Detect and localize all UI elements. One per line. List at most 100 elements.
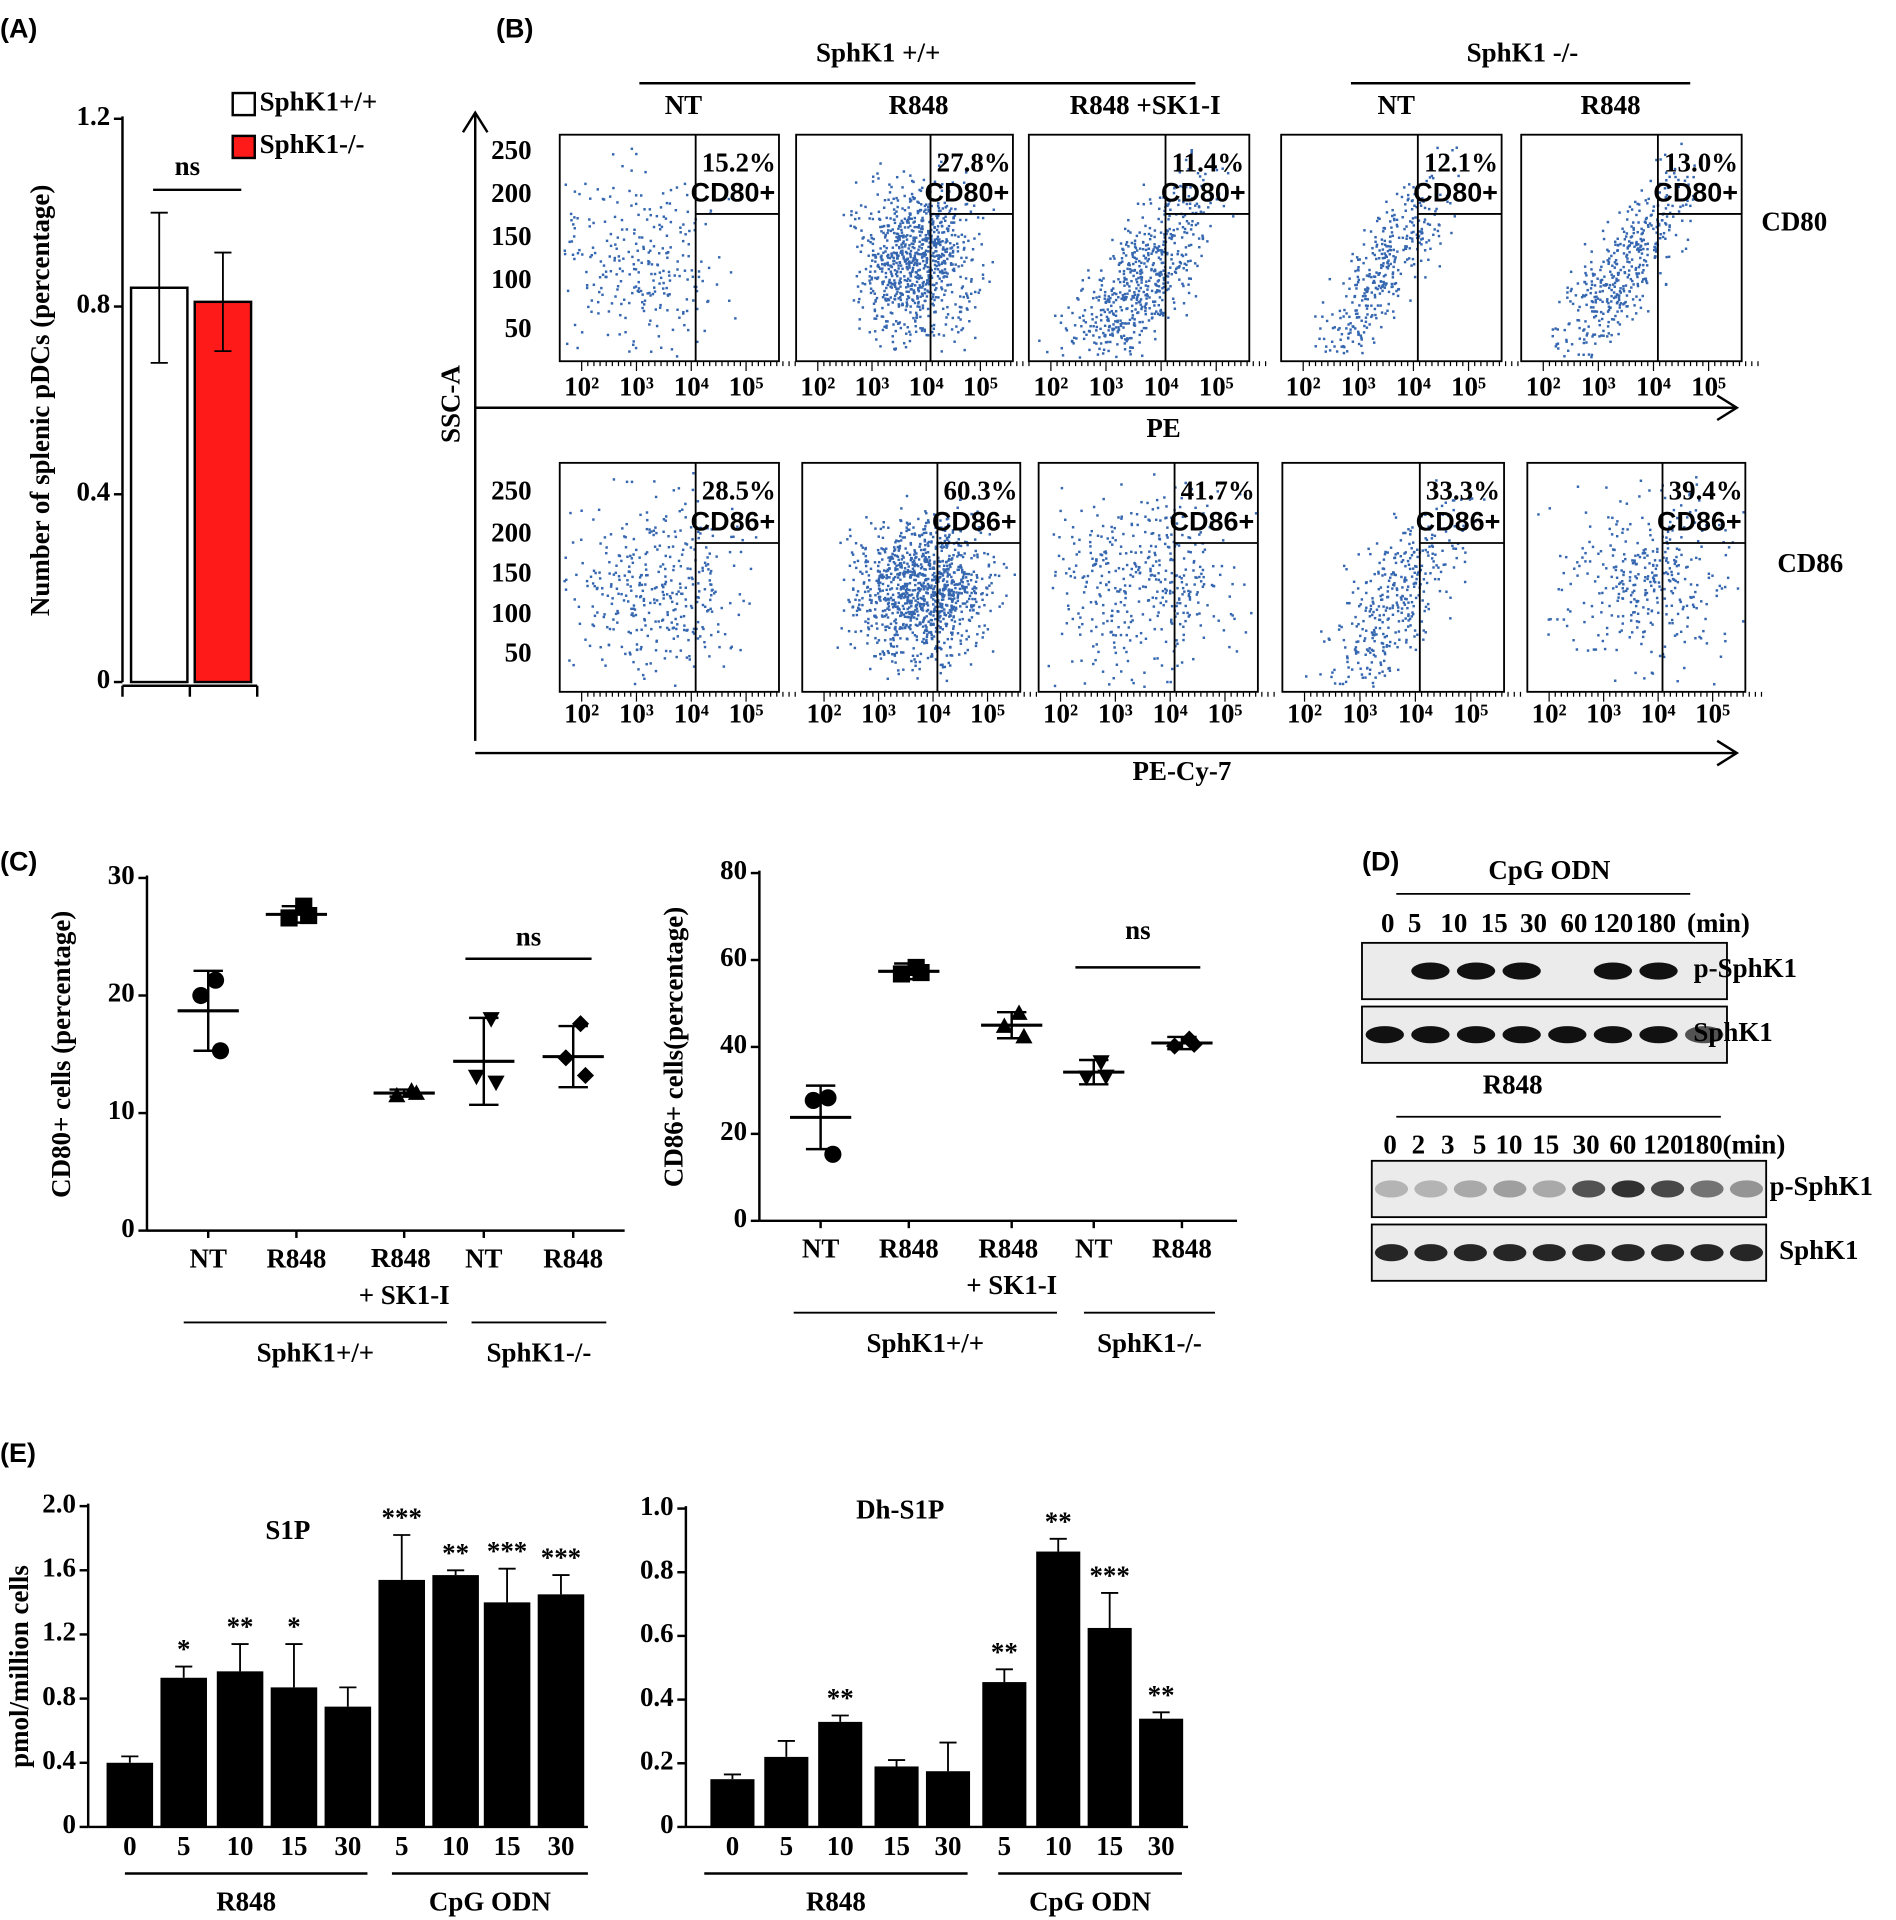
legend-label: SphK1-/- [260, 129, 365, 159]
event-dot [686, 278, 688, 280]
event-dot [1193, 561, 1195, 563]
event-dot [1680, 143, 1682, 145]
event-dot [1438, 235, 1440, 237]
event-dot [1124, 228, 1126, 230]
event-dot [1153, 313, 1155, 315]
event-dot [1393, 317, 1395, 319]
event-dot [891, 603, 893, 605]
event-dot [898, 246, 900, 248]
event-dot [1159, 249, 1161, 251]
event-dot [926, 289, 928, 291]
event-dot [1117, 516, 1119, 518]
axis-label: PE [1146, 413, 1180, 443]
event-dot [1217, 619, 1219, 621]
event-dot [1200, 580, 1202, 582]
event-dot [1678, 210, 1680, 212]
event-dot [874, 594, 876, 596]
event-dot [1121, 309, 1123, 311]
event-dot [971, 598, 973, 600]
event-dot [968, 573, 970, 575]
error-bar [939, 1743, 956, 1772]
x-tick-label: 10⁵ [1199, 372, 1234, 402]
event-dot [924, 528, 926, 530]
y-tick-label: 10 [108, 1095, 135, 1125]
error-bar [778, 1741, 795, 1757]
event-dot [874, 299, 876, 301]
event-dot [667, 535, 669, 537]
event-dot [869, 241, 871, 243]
event-dot [701, 280, 703, 282]
event-dot [876, 315, 878, 317]
event-dot [610, 533, 612, 535]
event-dot [1120, 483, 1122, 485]
event-dot [848, 630, 850, 632]
event-dot [896, 252, 898, 254]
event-dot [923, 210, 925, 212]
event-dot [895, 565, 897, 567]
event-dot [635, 347, 637, 349]
event-dot [879, 247, 881, 249]
event-dot [1391, 231, 1393, 233]
y-tick-label: 200 [491, 178, 531, 208]
event-dot [1113, 257, 1115, 259]
event-dot [921, 227, 923, 229]
event-dot [1116, 343, 1118, 345]
event-dot [1185, 583, 1187, 585]
group-label: CpG ODN [1029, 1886, 1152, 1916]
event-dot [1397, 295, 1399, 297]
event-dot [897, 540, 899, 542]
event-dot [869, 271, 871, 273]
event-dot [899, 285, 901, 287]
event-dot [1432, 234, 1434, 236]
event-dot [963, 573, 965, 575]
event-dot [596, 587, 598, 589]
y-tick-label: 0 [121, 1213, 134, 1243]
event-dot [892, 301, 894, 303]
event-dot [709, 572, 711, 574]
condition-label: R848 [1581, 90, 1641, 120]
event-dot [1135, 261, 1137, 263]
event-dot [916, 624, 918, 626]
event-dot [981, 578, 983, 580]
event-dot [965, 630, 967, 632]
event-dot [589, 256, 591, 258]
event-dot [982, 273, 984, 275]
event-dot [1339, 310, 1341, 312]
event-dot [742, 600, 744, 602]
event-dot [873, 303, 875, 305]
event-dot [1137, 203, 1139, 205]
event-dot [647, 292, 649, 294]
event-dot [1100, 319, 1102, 321]
event-dot [970, 573, 972, 575]
event-dot [1065, 327, 1067, 329]
event-dot [946, 306, 948, 308]
event-dot [925, 512, 927, 514]
event-dot [1158, 272, 1160, 274]
event-dot [1119, 306, 1121, 308]
event-dot [688, 230, 690, 232]
event-dot [914, 589, 916, 591]
event-dot [1193, 583, 1195, 585]
event-dot [1137, 277, 1139, 279]
x-tick-label: 10 [1045, 1831, 1072, 1861]
event-dot [890, 645, 892, 647]
event-dot [902, 234, 904, 236]
event-dot [926, 261, 928, 263]
event-dot [1132, 256, 1134, 258]
event-dot [1080, 510, 1082, 512]
event-dot [697, 582, 699, 584]
event-dot [921, 292, 923, 294]
data-point [805, 1092, 822, 1109]
event-dot [993, 561, 995, 563]
event-dot [660, 206, 662, 208]
event-dot [918, 277, 920, 279]
event-dot [856, 614, 858, 616]
event-dot [959, 306, 961, 308]
event-dot [898, 305, 900, 307]
y-tick-label: 1.2 [77, 101, 111, 131]
event-dot [1630, 286, 1632, 288]
event-dot [1128, 262, 1130, 264]
event-dot [869, 588, 871, 590]
event-dot [913, 236, 915, 238]
event-dot [1578, 319, 1580, 321]
